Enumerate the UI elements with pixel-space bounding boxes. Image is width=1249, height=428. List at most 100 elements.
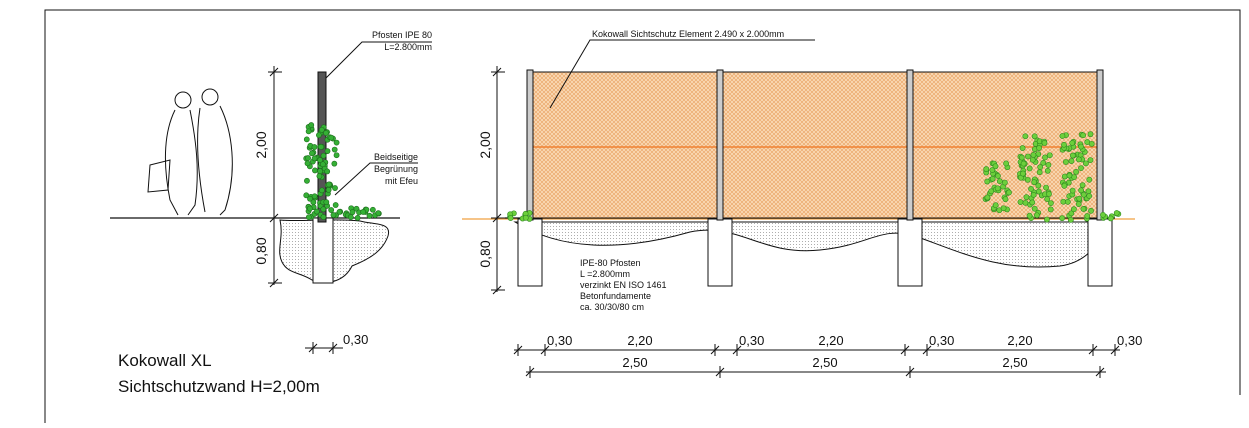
ivy-leaf [1069, 152, 1076, 159]
ivy-leaf [1078, 143, 1084, 150]
ivy-leaf [310, 199, 317, 206]
ivy-leaf [313, 208, 320, 215]
ivy-leaf [1088, 140, 1095, 147]
ivy-leaf [1017, 199, 1024, 205]
note-text: verzinkt EN ISO 1461 [580, 280, 667, 290]
ivy-leaf [328, 207, 335, 213]
ivy-leaf [331, 160, 338, 167]
dim-text: 2,00 [253, 131, 269, 158]
ivy-leaf [333, 139, 340, 146]
label: mit Efeu [385, 176, 418, 186]
ivy-leaf [1022, 133, 1029, 140]
ivy-leaf [1025, 153, 1031, 160]
foundation [1087, 218, 1113, 287]
ivy-leaf [1042, 154, 1048, 161]
ivy-leaf [1023, 194, 1030, 201]
dim-text: 0,30 [739, 333, 764, 348]
ivy-leaf [333, 152, 340, 159]
ivy-leaf [1045, 162, 1052, 168]
ivy-leaf [317, 157, 323, 163]
label: Pfosten IPE 80 [372, 30, 432, 40]
ivy-leaf [366, 212, 373, 219]
ivy-leaf [305, 155, 311, 161]
dim-tick [1095, 366, 1105, 378]
ivy-leaf [1086, 193, 1093, 199]
title: Sichtschutzwand H=2,00m [118, 377, 320, 396]
ivy-leaf [1059, 215, 1066, 222]
ivy-leaf [1066, 172, 1073, 179]
ivy-leaf [989, 167, 996, 173]
ivy-leaf [1061, 182, 1068, 189]
ivy-leaf [1031, 133, 1038, 140]
ivy-leaf [1044, 167, 1051, 174]
ivy-leaf [1020, 160, 1027, 167]
dim-tick [922, 344, 932, 356]
ivy-leaf [1036, 169, 1043, 176]
ivy-leaf [1086, 176, 1093, 183]
dim-text: 0,30 [343, 332, 368, 347]
ivy-leaf [312, 167, 318, 174]
dim-tick [540, 344, 550, 356]
ivy-leaf [309, 150, 315, 157]
ivy-leaf [1062, 159, 1069, 165]
ivy-leaf [1029, 199, 1036, 206]
ivy-leaf [1035, 182, 1042, 189]
dim-text: 2,50 [622, 355, 647, 370]
ivy-leaf [1000, 205, 1007, 212]
ivy-leaf [1048, 200, 1054, 206]
ivy-leaf [984, 194, 991, 201]
post [906, 69, 914, 221]
ivy-leaf [1075, 201, 1082, 207]
ivy-leaf [1047, 206, 1054, 213]
label: Begrünung [374, 164, 418, 174]
post [1096, 69, 1104, 221]
post [716, 69, 724, 221]
ivy-leaf [324, 168, 331, 175]
ivy-leaf [324, 148, 331, 155]
note-text: L =2.800mm [580, 269, 630, 279]
ivy-leaf [1020, 170, 1026, 177]
ivy-leaf [311, 193, 318, 200]
ivy-leaf [1019, 145, 1026, 151]
ivy-leaf [1022, 199, 1029, 206]
ivy-leaf [307, 195, 313, 202]
ivy-leaf [330, 212, 337, 218]
ivy-leaf [304, 177, 310, 184]
ivy-leaf [1085, 188, 1092, 195]
ivy-leaf [1087, 131, 1094, 138]
ivy-leaf [332, 202, 339, 208]
ivy-leaf [1046, 152, 1053, 159]
dim-text: 2,50 [812, 355, 837, 370]
ivy-leaf [1100, 211, 1106, 218]
ivy-leaf [305, 128, 312, 135]
dim-text: 0,80 [477, 240, 493, 267]
dim-text: 0,30 [929, 333, 954, 348]
ivy-leaf [1030, 191, 1037, 198]
ivy-leaf [1076, 195, 1083, 202]
ivy-leaf [311, 155, 318, 162]
note-text: IPE-80 Pfosten [580, 258, 641, 268]
dim-tick [1110, 344, 1120, 356]
title: Kokowall XL [118, 351, 212, 370]
ivy-leaf [1026, 165, 1033, 172]
ivy-leaf [1059, 133, 1066, 139]
ivy-leaf [336, 208, 343, 215]
ivy-leaf [308, 122, 315, 128]
ivy-leaf [1031, 179, 1038, 186]
ivy-leaf [1073, 169, 1079, 175]
label: Kokowall Sichtschutz Element 2.490 x 2.0… [592, 29, 784, 39]
dim-text: 2,00 [477, 131, 493, 158]
ivy-leaf [306, 205, 313, 212]
ivy-leaf [1083, 160, 1089, 167]
ivy-leaf [1061, 173, 1068, 180]
ivy-leaf [1113, 210, 1120, 216]
ivy-leaf [328, 134, 335, 141]
ivy-leaf [1068, 210, 1075, 217]
ivy-leaf [1028, 186, 1034, 192]
ivy-leaf [316, 173, 323, 180]
ivy-leaf [1067, 216, 1074, 223]
ivy-leaf [1001, 179, 1008, 186]
ivy-leaf [1068, 158, 1075, 164]
dim-text: 2,20 [627, 333, 652, 348]
